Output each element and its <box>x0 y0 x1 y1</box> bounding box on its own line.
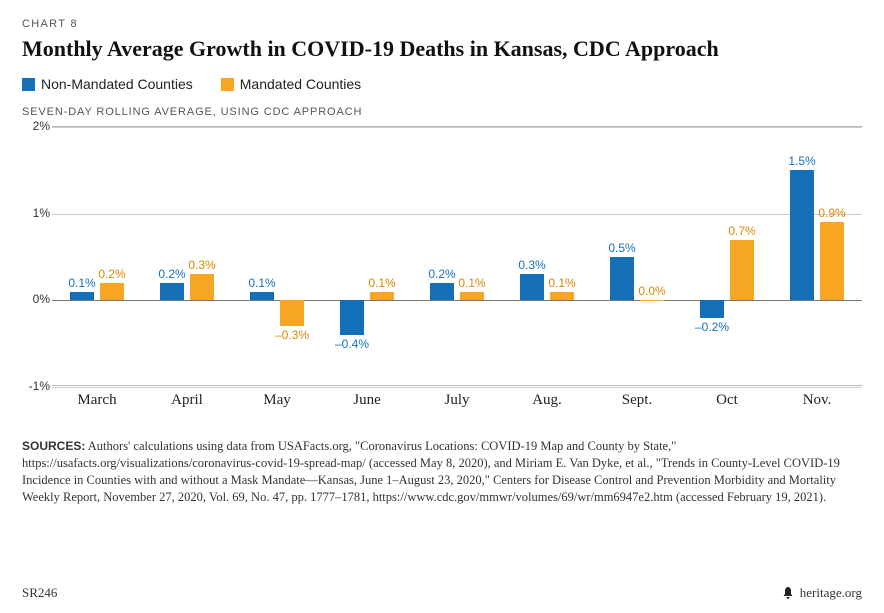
footer-id: SR246 <box>22 585 57 601</box>
y-axis-tick: 2% <box>22 119 50 133</box>
bell-icon <box>782 586 794 600</box>
bar <box>340 300 364 335</box>
x-axis-tick: Nov. <box>803 392 832 409</box>
legend-item: Non-Mandated Counties <box>22 76 193 92</box>
bar <box>700 300 724 317</box>
legend-swatch <box>22 78 35 91</box>
gridline <box>52 127 862 128</box>
bar <box>550 292 574 301</box>
bar <box>640 300 664 301</box>
bar-value-label: 0.1% <box>537 276 587 290</box>
bar-value-label: –0.4% <box>327 337 377 351</box>
gridline <box>52 300 862 301</box>
y-axis-tick: 0% <box>22 292 50 306</box>
chart-title: Monthly Average Growth in COVID-19 Death… <box>22 36 862 62</box>
bar-value-label: –0.3% <box>267 328 317 342</box>
plot-area: -1%0%1%2% 0.1%0.2%0.2%0.3%0.1%–0.3%–0.4%… <box>22 126 862 406</box>
legend-swatch <box>221 78 234 91</box>
x-axis-tick: Sept. <box>622 392 652 409</box>
x-axis-tick: April <box>171 392 203 409</box>
legend: Non-Mandated Counties Mandated Counties <box>22 76 862 92</box>
bar <box>460 292 484 301</box>
legend-label: Mandated Counties <box>240 76 361 92</box>
x-axis-tick: Aug. <box>532 392 562 409</box>
bar-value-label: 1.5% <box>777 154 827 168</box>
sources-block: SOURCES: Authors' calculations using dat… <box>22 438 862 506</box>
bar-value-label: 0.3% <box>177 258 227 272</box>
chart-subtitle: SEVEN-DAY ROLLING AVERAGE, USING CDC APP… <box>22 106 862 118</box>
bar-value-label: –0.2% <box>687 320 737 334</box>
bar-value-label: 0.0% <box>627 284 677 298</box>
bar-value-label: 0.3% <box>507 258 557 272</box>
gridline <box>52 214 862 215</box>
bar-value-label: 0.1% <box>357 276 407 290</box>
bar-value-label: 0.1% <box>447 276 497 290</box>
x-axis-tick: Oct <box>716 392 738 409</box>
x-axis-tick: March <box>77 392 116 409</box>
bar-value-label: 0.1% <box>237 276 287 290</box>
sources-label: SOURCES: <box>22 439 85 453</box>
chart-number: CHART 8 <box>22 18 862 30</box>
bar-value-label: 0.2% <box>87 267 137 281</box>
bar <box>370 292 394 301</box>
bar <box>70 292 94 301</box>
x-axis-tick: June <box>353 392 381 409</box>
bar-value-label: 0.9% <box>807 206 857 220</box>
legend-item: Mandated Counties <box>221 76 361 92</box>
legend-label: Non-Mandated Counties <box>41 76 193 92</box>
y-axis-tick: -1% <box>22 379 50 393</box>
footer-site: heritage.org <box>800 585 862 601</box>
bar <box>280 300 304 326</box>
bar <box>190 274 214 300</box>
bar <box>100 283 124 300</box>
bar <box>250 292 274 301</box>
x-axis-tick: May <box>263 392 291 409</box>
bar <box>730 240 754 301</box>
bar-value-label: 0.5% <box>597 241 647 255</box>
bar <box>820 222 844 300</box>
y-axis-tick: 1% <box>22 206 50 220</box>
x-axis-tick: July <box>444 392 469 409</box>
sources-text: Authors' calculations using data from US… <box>22 439 840 504</box>
bar-value-label: 0.7% <box>717 224 767 238</box>
footer: SR246 heritage.org <box>22 585 862 601</box>
bar <box>790 170 814 300</box>
bar <box>160 283 184 300</box>
